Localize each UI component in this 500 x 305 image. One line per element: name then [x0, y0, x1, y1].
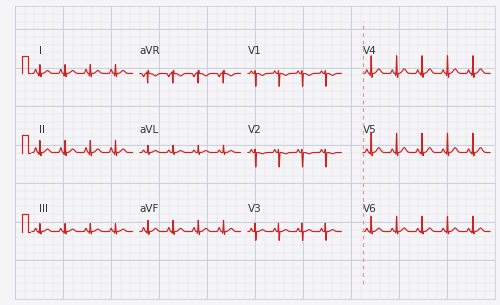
Text: V1: V1: [248, 46, 262, 56]
Text: III: III: [38, 204, 48, 214]
Text: V2: V2: [248, 125, 262, 135]
Text: I: I: [38, 46, 42, 56]
Text: II: II: [38, 125, 44, 135]
Text: V6: V6: [363, 204, 377, 214]
Text: aVF: aVF: [140, 204, 159, 214]
Text: aVR: aVR: [140, 46, 160, 56]
Text: V4: V4: [363, 46, 377, 56]
Text: aVL: aVL: [140, 125, 159, 135]
Text: V5: V5: [363, 125, 377, 135]
Text: V3: V3: [248, 204, 262, 214]
